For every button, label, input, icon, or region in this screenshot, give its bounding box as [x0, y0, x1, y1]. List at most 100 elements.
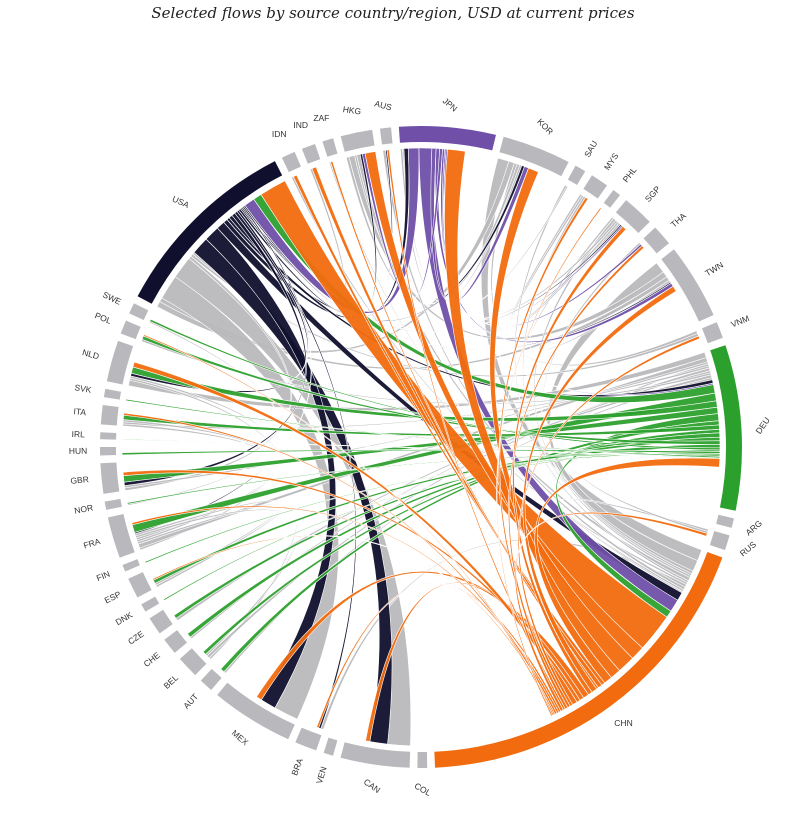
segment-arc-sgp [615, 200, 650, 234]
segment-label-deu: DEU [753, 415, 771, 435]
segment-label-vnm: VNM [729, 313, 750, 329]
segment-label-che: CHE [142, 650, 163, 669]
segment-label-phl: PHL [621, 165, 639, 184]
segment-arc-usa [137, 161, 283, 304]
ribbon-jpn-hkg [361, 148, 443, 300]
segment-arc-zaf [322, 138, 338, 157]
segment-arc-ita [100, 404, 119, 426]
segment-label-cze: CZE [126, 629, 146, 647]
segment-label-ita: ITA [73, 406, 87, 417]
ribbon-deu-irl [121, 438, 721, 459]
segment-label-kor: KOR [535, 117, 555, 137]
ribbon-nld-bel [129, 377, 300, 660]
ribbon-mys-sgp [509, 194, 622, 330]
chart-title: Selected flows by source country/region,… [151, 4, 635, 22]
segment-label-esp: ESP [103, 589, 123, 606]
segment-arc-pol [120, 320, 141, 340]
ribbon-kor-usa [156, 160, 515, 354]
segment-label-jpn: JPN [441, 96, 460, 114]
ribbon-chn-rus [514, 511, 708, 712]
segment-arc-vnm [701, 322, 723, 344]
ribbon-sau-jpn [402, 148, 569, 309]
ribbon-usa-deu [228, 214, 714, 398]
ribbon-sgp-hkg [354, 154, 618, 321]
segment-arc-hun [100, 447, 117, 456]
ribbon-chn-deu [534, 457, 721, 684]
segment-arc-fra [107, 514, 135, 558]
segment-label-aut: AUT [181, 691, 200, 710]
segment-arc-dnk [141, 596, 160, 612]
segment-label-bra: BRA [289, 757, 305, 777]
segment-label-sau: SAU [582, 139, 599, 159]
segment-label-fin: FIN [95, 569, 111, 583]
segment-label-pol: POL [93, 310, 113, 326]
ribbon-idn-chn [291, 176, 685, 592]
segment-arc-col [417, 751, 428, 769]
segment-arc-twn [661, 249, 714, 322]
segment-label-arg: ARG [743, 518, 764, 538]
segment-label-ven: VEN [314, 765, 329, 785]
segment-label-can: CAN [362, 777, 382, 795]
segment-arc-hkg [340, 129, 375, 152]
ribbon-chn-vnm [517, 335, 701, 707]
segment-label-dnk: DNK [114, 609, 135, 627]
segment-arc-ind [301, 144, 321, 164]
segment-label-nor: NOR [73, 502, 93, 515]
segment-arcs-layer [100, 126, 742, 769]
segment-label-twn: TWN [703, 260, 725, 279]
segment-arc-ven [323, 737, 338, 756]
segment-label-mys: MYS [602, 151, 621, 172]
segment-arc-bel [179, 648, 207, 676]
segment-arc-can [340, 742, 411, 768]
segment-arc-aus [379, 127, 393, 145]
ribbon-usa-chn [216, 221, 683, 601]
ribbon-chn-nld [132, 361, 578, 706]
segment-arc-gbr [100, 462, 120, 494]
ribbon-jpn-usa [244, 147, 420, 314]
segment-label-swe: SWE [101, 289, 123, 307]
segment-arc-chn [434, 551, 723, 768]
ribbon-chn-bra [316, 582, 562, 729]
segment-label-svk: SVK [74, 382, 93, 395]
segment-label-mex: MEX [230, 728, 251, 748]
segment-label-gbr: GBR [70, 474, 89, 486]
ribbon-nld-fra [129, 375, 279, 551]
segment-arc-nor [104, 498, 122, 510]
ribbons-layer [121, 147, 721, 747]
segment-label-irl: IRL [71, 429, 85, 439]
ribbon-jpn-sgp [441, 148, 624, 321]
segment-arc-mys [583, 175, 608, 199]
segment-arc-sau [567, 165, 586, 185]
segment-label-zaf: ZAF [313, 113, 329, 123]
segment-label-usa: USA [171, 194, 191, 211]
segment-arc-cze [149, 609, 173, 634]
ribbon-fra-esp [137, 503, 285, 588]
segment-label-aus: AUS [373, 98, 393, 112]
ribbon-vnm-usa [190, 253, 700, 378]
ribbon-deu-svk [125, 398, 721, 459]
segment-label-hkg: HKG [342, 104, 362, 116]
segment-label-nld: NLD [81, 347, 100, 361]
segment-label-sgp: SGP [643, 184, 663, 204]
ribbon-bel-fra [135, 509, 299, 657]
segment-label-idn: IDN [272, 129, 287, 139]
segment-label-chn: CHN [614, 718, 632, 728]
ribbon-usa-gbr [123, 212, 307, 487]
segment-arc-jpn [398, 126, 496, 151]
segment-arc-rus [709, 531, 730, 551]
segment-arc-phl [603, 190, 621, 208]
segment-arc-swe [129, 303, 149, 321]
segment-arc-idn [281, 151, 301, 173]
segment-arc-esp [128, 572, 152, 598]
ribbon-chn-twn [522, 285, 677, 693]
segment-arc-aut [200, 668, 222, 690]
segment-label-col: COL [413, 781, 433, 799]
segment-label-rus: RUS [738, 539, 758, 558]
ribbon-chn-aus [386, 149, 566, 711]
segment-label-ind: IND [293, 120, 308, 130]
ribbon-sau-chn [514, 184, 689, 584]
segment-arc-deu [710, 345, 742, 511]
ribbon-chn-tha [508, 245, 645, 710]
segment-label-fra: FRA [82, 536, 101, 550]
